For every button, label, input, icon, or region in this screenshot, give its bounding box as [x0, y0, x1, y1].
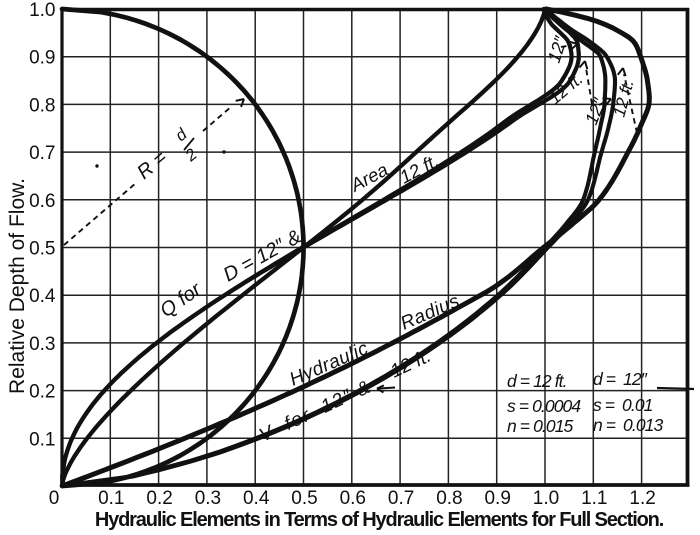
- svg-text:0.4: 0.4: [29, 286, 56, 307]
- svg-text:1.0: 1.0: [29, 0, 55, 21]
- svg-text:0.1: 0.1: [98, 488, 124, 509]
- svg-text:1.1: 1.1: [581, 488, 607, 509]
- svg-text:Hydraulic Elements in Terms of: Hydraulic Elements in Terms of Hydraulic…: [95, 509, 664, 531]
- svg-text:n = 0.015: n = 0.015: [507, 416, 574, 436]
- svg-text:d = 12″: d = 12″: [593, 369, 648, 389]
- svg-text:0.3: 0.3: [195, 488, 221, 509]
- svg-text:0.4: 0.4: [243, 488, 270, 509]
- svg-text:0.7: 0.7: [388, 488, 414, 509]
- svg-text:0.1: 0.1: [29, 429, 55, 450]
- svg-text:0.7: 0.7: [29, 143, 55, 164]
- svg-text:0.8: 0.8: [29, 95, 55, 116]
- svg-text:s = 0.01: s = 0.01: [593, 395, 653, 415]
- svg-text:0.8: 0.8: [436, 488, 462, 509]
- svg-text:0.6: 0.6: [29, 191, 55, 212]
- svg-text:s = 0.0004: s = 0.0004: [507, 396, 581, 416]
- svg-text:0.5: 0.5: [291, 488, 317, 509]
- svg-text:Relative Depth of Flow.: Relative Depth of Flow.: [6, 178, 29, 394]
- svg-text:1.0: 1.0: [533, 488, 559, 509]
- svg-text:0.6: 0.6: [340, 488, 366, 509]
- svg-text:1.2: 1.2: [629, 488, 655, 509]
- svg-text:0.5: 0.5: [29, 239, 55, 260]
- svg-text:0.2: 0.2: [146, 488, 172, 509]
- svg-text:0.9: 0.9: [29, 48, 55, 69]
- svg-text:0.2: 0.2: [29, 382, 55, 403]
- svg-text:n = 0.013: n = 0.013: [593, 415, 663, 435]
- svg-text:d = 12 ft.: d = 12 ft.: [507, 371, 567, 391]
- svg-text:0.9: 0.9: [484, 488, 510, 509]
- svg-text:0.3: 0.3: [29, 334, 55, 355]
- svg-text:0: 0: [49, 488, 60, 509]
